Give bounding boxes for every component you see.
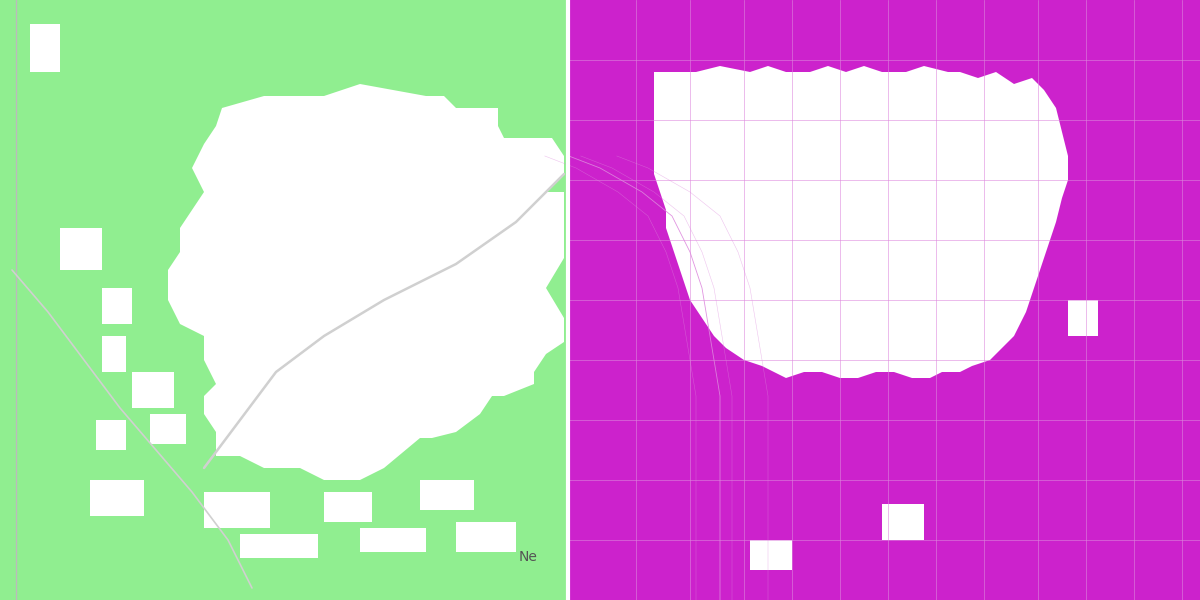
- Polygon shape: [102, 336, 126, 372]
- Polygon shape: [324, 492, 372, 522]
- Polygon shape: [204, 492, 270, 528]
- Polygon shape: [456, 522, 516, 552]
- Polygon shape: [1068, 300, 1098, 336]
- Polygon shape: [528, 192, 564, 228]
- Polygon shape: [102, 288, 132, 324]
- Polygon shape: [96, 420, 126, 450]
- Polygon shape: [786, 276, 810, 306]
- Polygon shape: [738, 192, 762, 228]
- Text: Ne: Ne: [520, 550, 538, 564]
- Bar: [568, 0, 1200, 600]
- Polygon shape: [750, 234, 774, 270]
- Polygon shape: [30, 24, 60, 72]
- Polygon shape: [132, 372, 174, 408]
- Bar: [0, 0, 568, 600]
- Polygon shape: [738, 144, 762, 174]
- Polygon shape: [168, 84, 564, 480]
- Polygon shape: [60, 228, 102, 270]
- Polygon shape: [726, 228, 744, 264]
- Polygon shape: [150, 414, 186, 444]
- Polygon shape: [882, 504, 924, 540]
- Bar: [568, 0, 1200, 600]
- Polygon shape: [750, 540, 792, 570]
- Polygon shape: [240, 534, 318, 558]
- Polygon shape: [90, 480, 144, 516]
- Polygon shape: [654, 66, 1068, 378]
- Polygon shape: [420, 480, 474, 510]
- Polygon shape: [360, 528, 426, 552]
